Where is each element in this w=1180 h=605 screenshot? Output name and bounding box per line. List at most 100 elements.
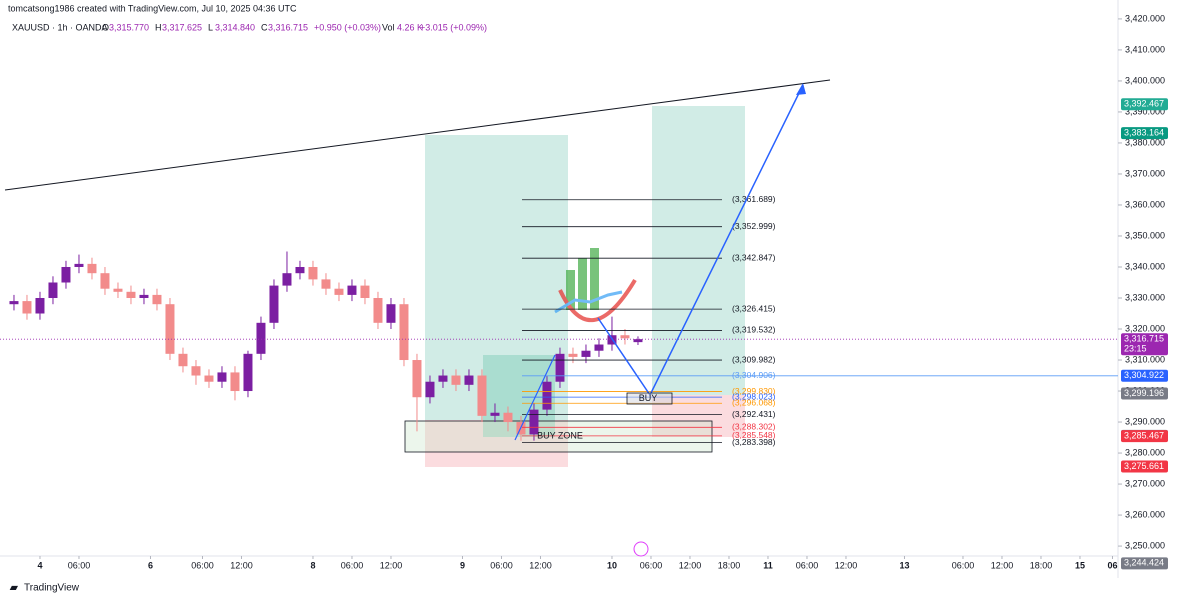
author: tomcatsong1986 created with TradingView.… bbox=[8, 3, 297, 13]
candle-body bbox=[373, 298, 383, 323]
ohlc-row: O 3,315.770 H 3,317.625 L 3,314.840 C 3,316.715… bbox=[102, 22, 487, 32]
level-label: (3,361.689) bbox=[732, 194, 776, 204]
candle-body bbox=[399, 304, 409, 361]
trend-line bbox=[4, 79, 831, 191]
price-badge-label: 3,316.715 bbox=[1124, 334, 1164, 344]
level-label: (3,304.906) bbox=[732, 370, 776, 380]
y-tick-label: 3,400.000 bbox=[1125, 75, 1165, 85]
candle-body bbox=[74, 263, 84, 267]
candle-body bbox=[451, 375, 461, 385]
price-badge-label: 3,299.196 bbox=[1124, 388, 1164, 398]
y-tick-label: 3,260.000 bbox=[1125, 509, 1165, 519]
candle-body bbox=[503, 412, 513, 423]
candle-body bbox=[113, 288, 123, 292]
candle-body bbox=[178, 353, 188, 367]
y-tick-label: 3,280.000 bbox=[1125, 447, 1165, 457]
chart-layer: 3,250.000 3,260.000 3,270.000 3,280.000 3,29… bbox=[0, 13, 1168, 570]
x-tick-label: 4 bbox=[37, 560, 42, 570]
footer: TradingView bbox=[24, 583, 80, 594]
y-tick-label: 3,380.000 bbox=[1125, 137, 1165, 147]
logo-bar bbox=[566, 270, 575, 310]
level-label: (3,283.398) bbox=[732, 437, 776, 447]
price-badge bbox=[1121, 430, 1168, 443]
price-badge-label: 3,304.922 bbox=[1124, 370, 1164, 380]
candle-body bbox=[152, 294, 162, 305]
x-tick-label: 06:00 bbox=[191, 560, 214, 570]
candle-body bbox=[386, 304, 396, 323]
candle-body bbox=[269, 285, 279, 323]
change: +0.950 (+0.03%) bbox=[314, 22, 381, 32]
x-tick-label: 12:00 bbox=[835, 560, 858, 570]
y-tick-label: 3,270.000 bbox=[1125, 478, 1165, 488]
candle-body bbox=[555, 353, 565, 382]
candle-body bbox=[191, 366, 201, 376]
candle-body bbox=[9, 301, 19, 305]
ohlc-value: 3,315.770 bbox=[109, 22, 149, 32]
candle-body bbox=[425, 381, 435, 398]
candle-body bbox=[581, 350, 591, 357]
x-tick-label: 06:00 bbox=[796, 560, 819, 570]
candle-body bbox=[620, 335, 630, 339]
x-tick-label: 10 bbox=[607, 560, 617, 570]
x-tick-label: 12:00 bbox=[529, 560, 552, 570]
candle-body bbox=[100, 273, 110, 289]
x-tick-label: 06:00 bbox=[952, 560, 975, 570]
x-tick-label: 18:00 bbox=[1030, 560, 1053, 570]
candle-body bbox=[438, 375, 448, 382]
countdown: 23:15 bbox=[1124, 344, 1147, 354]
logo-watermark bbox=[554, 248, 637, 322]
y-tick-label: 3,410.000 bbox=[1125, 44, 1165, 54]
volume-change: +3.015 (+0.09%) bbox=[420, 22, 487, 32]
x-tick-label: 15 bbox=[1075, 560, 1085, 570]
price-badge bbox=[1121, 557, 1168, 570]
y-tick-label: 3,420.000 bbox=[1125, 13, 1165, 23]
entry-arrow bbox=[514, 354, 556, 441]
ohlc-key: C bbox=[261, 22, 268, 32]
candle-body bbox=[61, 266, 71, 283]
buy-label: BUY bbox=[639, 393, 658, 403]
candle-body bbox=[464, 375, 474, 385]
y-tick-label: 3,250.000 bbox=[1125, 540, 1165, 550]
x-tick-label: 8 bbox=[310, 560, 315, 570]
logo-bar bbox=[578, 258, 587, 310]
candle-body bbox=[22, 301, 32, 314]
level-label: (3,292.431) bbox=[732, 409, 776, 419]
x-tick-label: 9 bbox=[460, 560, 465, 570]
price-badge bbox=[1121, 98, 1168, 111]
level-label: (3,319.532) bbox=[732, 325, 776, 335]
candle-body bbox=[529, 409, 539, 435]
x-tick-label: 12:00 bbox=[991, 560, 1014, 570]
level-label: (3,326.415) bbox=[732, 303, 776, 313]
ohlc-value: 3,314.840 bbox=[215, 22, 255, 32]
candle-body bbox=[48, 282, 58, 299]
event-icon[interactable] bbox=[633, 541, 649, 557]
x-tick-label: 13 bbox=[899, 560, 909, 570]
footer-logo: ▰ bbox=[9, 583, 18, 594]
candle-body bbox=[87, 263, 97, 274]
logo-bar bbox=[590, 248, 599, 310]
ohlc-key: O bbox=[102, 22, 109, 32]
y-tick-label: 3,370.000 bbox=[1125, 168, 1165, 178]
candle-body bbox=[230, 372, 240, 392]
level-label: (3,285.548) bbox=[732, 430, 776, 440]
buy-box bbox=[626, 392, 673, 405]
candle-body bbox=[360, 285, 370, 299]
price-badge bbox=[1121, 333, 1168, 356]
y-tick-label: 3,360.000 bbox=[1125, 199, 1165, 209]
volume: 4.26 K bbox=[397, 22, 423, 32]
candle-body bbox=[217, 372, 227, 382]
candle-body bbox=[334, 288, 344, 295]
x-tick-label: 12:00 bbox=[380, 560, 403, 570]
y-tick-label: 3,390.000 bbox=[1125, 106, 1165, 116]
arrow-head bbox=[796, 83, 806, 95]
price-badge bbox=[1121, 460, 1168, 473]
candle-body bbox=[256, 322, 266, 354]
x-tick-label: 06:00 bbox=[490, 560, 513, 570]
y-tick-label: 3,330.000 bbox=[1125, 292, 1165, 302]
level-label: (3,298.023) bbox=[732, 391, 776, 401]
candle-body bbox=[165, 304, 175, 354]
candle-body bbox=[126, 291, 136, 299]
price-badge bbox=[1121, 127, 1168, 140]
price-badge-label: 3,244.424 bbox=[1124, 558, 1164, 568]
candle-body bbox=[243, 353, 253, 392]
